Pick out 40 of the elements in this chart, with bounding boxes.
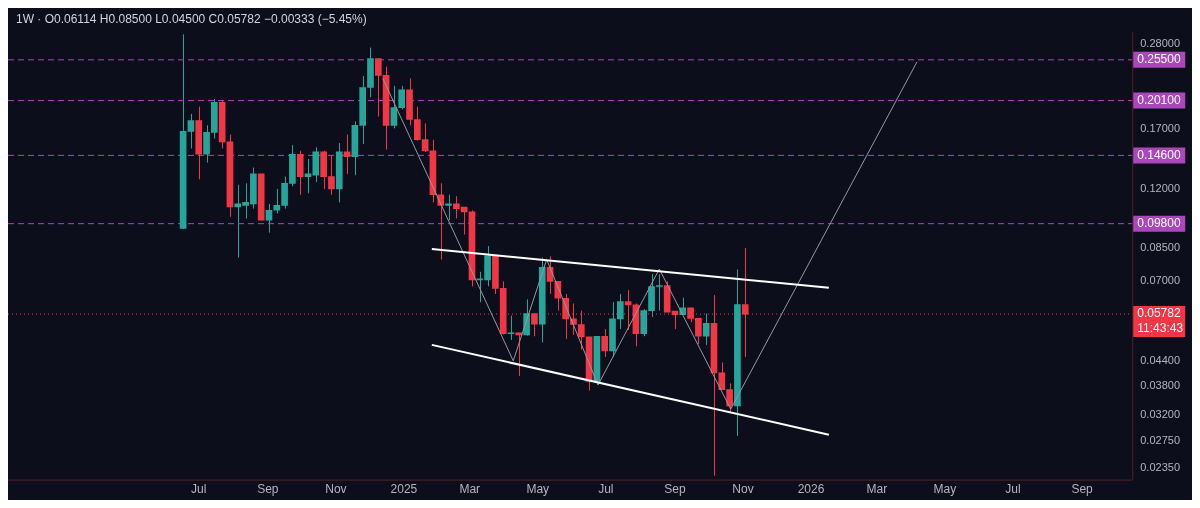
y-tick-label: 0.12000 [1140,182,1180,195]
candlestick [398,85,406,110]
y-tick-label: 0.08500 [1140,241,1180,254]
ref-line-label: 0.05782 [1137,306,1181,321]
x-tick-label: 2025 [390,482,418,497]
candlestick [531,313,538,337]
ref-line-label: 0.09800 [1137,215,1181,230]
candlestick [601,328,609,358]
y-tick-label: 0.07000 [1140,274,1180,287]
candlestick [445,194,452,221]
y-tick-label: 0.04400 [1140,353,1180,366]
y-tick-label: 0.03800 [1140,379,1180,391]
x-tick-label: May [933,482,957,497]
ref-line-label: 0.14600 [1137,147,1181,162]
x-tick-label: Mar [459,482,481,497]
y-tick-label: 0.28000 [1140,36,1180,49]
y-tick-label: 0.17000 [1140,122,1180,135]
x-tick-label: May [526,482,550,497]
x-tick-label: Jul [1005,482,1021,497]
candlestick [702,313,710,346]
y-tick-label: 0.03200 [1140,408,1180,421]
candlestick [187,113,195,149]
y-tick-label: 0.02750 [1140,434,1180,447]
x-tick-label: Jul [191,482,207,497]
x-tick-label: Sep [257,482,279,497]
text: 11:43:43 [1137,321,1184,336]
ref-line-label: 0.20100 [1137,92,1181,107]
x-tick-label: Nov [732,482,754,497]
x-tick-label: Jul [598,482,614,497]
candlestick [616,293,624,330]
text: 1W · O0.06114 H0.08500 L0.04500 C0.05782 −0.00333 (−5.45%) [16,12,367,27]
x-tick-label: 2026 [797,482,825,497]
ref-line-label: 0.25500 [1137,52,1181,67]
candlestick [296,150,304,196]
x-tick-label: Nov [325,482,347,497]
x-tick-label: Sep [664,482,686,497]
x-tick-label: Mar [866,482,888,497]
x-tick-label: Sep [1071,482,1094,497]
candlestick [390,85,398,129]
y-tick-label: 0.02350 [1140,461,1180,474]
